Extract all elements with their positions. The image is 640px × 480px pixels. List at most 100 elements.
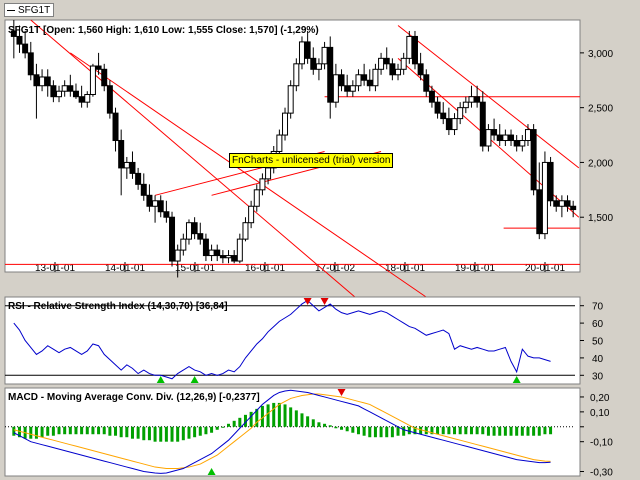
macd-histogram-bar [85, 426, 89, 435]
candle-body [219, 255, 226, 259]
candle-body [479, 101, 486, 147]
macd-histogram-bar [492, 426, 496, 436]
candle-body [547, 161, 554, 202]
candle-body [56, 90, 63, 98]
candle-body [440, 112, 447, 120]
candle-body [553, 200, 560, 207]
macd-histogram-bar [74, 426, 78, 435]
macd-histogram-bar [63, 426, 67, 435]
macd-histogram-bar [108, 426, 112, 436]
candle-body [163, 211, 170, 218]
macd-histogram-bar [204, 426, 208, 435]
trial-watermark: FnCharts - unlicensed (trial) version [229, 153, 394, 168]
macd-histogram-bar [210, 426, 214, 433]
macd-histogram-bar [12, 426, 16, 436]
macd-histogram-bar [390, 426, 394, 438]
macd-histogram-bar [328, 425, 332, 427]
price-plot-area [4, 19, 581, 273]
macd-histogram-bar [323, 423, 327, 427]
macd-histogram-bar [159, 426, 163, 442]
macd-histogram-bar [238, 417, 242, 427]
candle-body [541, 161, 548, 235]
macd-histogram-bar [368, 426, 372, 438]
macd-histogram-bar [170, 426, 174, 442]
candle-body [315, 63, 322, 70]
macd-histogram-bar [125, 426, 129, 438]
candle-body [400, 57, 407, 70]
rsi-buy-marker [512, 376, 521, 383]
macd-histogram-bar [306, 416, 310, 427]
candle-body [44, 76, 51, 87]
macd-histogram-bar [176, 426, 180, 442]
candle-body [423, 74, 430, 92]
candle-body [152, 200, 159, 207]
macd-histogram-bar [413, 426, 417, 435]
candle-body [22, 43, 29, 54]
candle-body [558, 200, 565, 207]
macd-histogram-bar [396, 426, 400, 436]
candle-body [118, 140, 125, 169]
macd-histogram-bar [283, 404, 287, 427]
macd-histogram-bar [537, 426, 541, 436]
macd-histogram-bar [430, 426, 434, 435]
rsi-buy-marker [156, 376, 165, 383]
macd-histogram-bar [509, 426, 513, 436]
candle-body [265, 167, 272, 180]
candle-body [406, 35, 413, 59]
macd-title: MACD - Moving Average Conv. Div. (12,26,… [8, 392, 260, 403]
macd-histogram-bar [317, 422, 321, 427]
candle-body [78, 96, 85, 103]
macd-histogram-bar [68, 426, 72, 435]
macd-histogram-bar [334, 426, 338, 429]
candle-body [129, 161, 136, 174]
macd-histogram-bar [198, 426, 202, 436]
candle-body [530, 129, 537, 191]
candle-body [157, 200, 164, 213]
candle-body [428, 90, 435, 103]
rsi-ytick-label: 30 [592, 371, 604, 382]
macd-histogram-bar [181, 426, 185, 441]
macd-histogram-bar [29, 426, 33, 439]
macd-histogram-bar [475, 426, 479, 435]
macd-histogram-bar [424, 426, 428, 435]
rsi-sell-marker [320, 298, 329, 305]
price-xtick-label: 20-01-01 [525, 263, 565, 274]
rsi-ytick-label: 60 [592, 319, 604, 330]
price-xtick-label: 17-01-02 [315, 263, 355, 274]
candle-body [355, 74, 362, 87]
rsi-buy-marker [190, 376, 199, 383]
candle-body [524, 129, 531, 142]
macd-ytick-label: 0,20 [590, 393, 610, 404]
candle-body [372, 68, 379, 87]
macd-signal-line [13, 393, 551, 470]
candle-body [72, 90, 79, 98]
rsi-sell-marker [303, 298, 312, 305]
macd-histogram-bar [503, 426, 507, 436]
candle-body [169, 216, 176, 262]
candle-body [253, 189, 260, 207]
macd-histogram-bar [232, 420, 236, 427]
candle-body [259, 178, 266, 191]
candle-body [298, 41, 305, 65]
rsi-ytick-label: 50 [592, 337, 604, 348]
candle-body [361, 74, 368, 81]
candle-body [485, 129, 492, 147]
macd-histogram-bar [356, 426, 360, 435]
rsi-ytick-label: 70 [592, 302, 604, 313]
price-title: SFG1T [Open: 1,560 High: 1,610 Low: 1,55… [8, 25, 319, 36]
candle-body [344, 85, 351, 92]
macd-histogram-bar [187, 426, 191, 439]
macd-histogram-bar [373, 426, 377, 438]
trend-line [397, 25, 580, 169]
candle-body [231, 255, 238, 262]
candle-body [61, 85, 68, 92]
candle-body [304, 41, 311, 59]
macd-histogram-bar [464, 426, 468, 435]
candle-body [202, 238, 209, 257]
candle-body [366, 79, 373, 87]
macd-histogram-bar [532, 426, 536, 436]
macd-histogram-bar [51, 426, 55, 436]
candle-body [474, 96, 481, 103]
macd-buy-marker [207, 468, 216, 475]
macd-histogram-bar [136, 426, 140, 439]
